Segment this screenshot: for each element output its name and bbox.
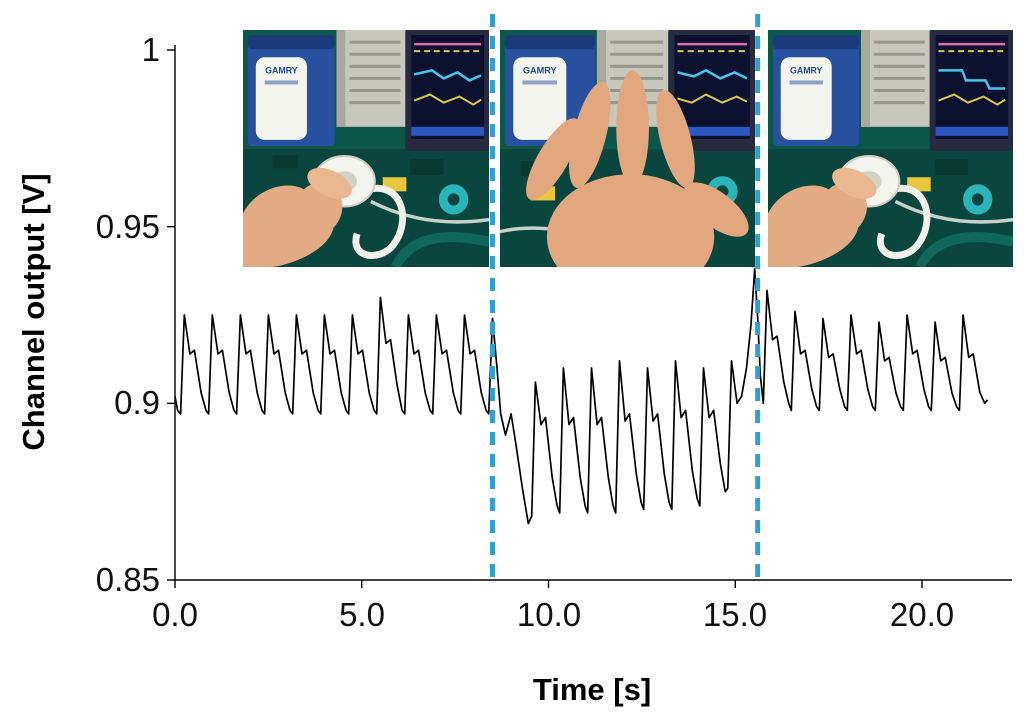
device-logo-text: GAMRY [790, 65, 822, 75]
x-tick-label: 5.0 [339, 596, 385, 633]
sensor-cable [876, 184, 931, 259]
x-tick-label: 20.0 [889, 596, 955, 633]
x-tick-label: 0.0 [152, 596, 198, 633]
inset-photo-hand-holding-sensor: GAMRY [243, 30, 489, 267]
oscilloscope-icon [929, 30, 1013, 152]
y-tick-label: 0.95 [95, 208, 160, 245]
potentiostat-icon: GAMRY [247, 35, 335, 146]
open-hand-icon [526, 70, 749, 267]
sensor-cable [352, 184, 407, 259]
potentiostat-icon: GAMRY [505, 35, 595, 146]
x-tick-label: 15.0 [702, 596, 768, 633]
instrument-tower-icon [861, 30, 930, 127]
y-tick-label: 0.9 [114, 384, 160, 421]
x-axis-label: Time [s] [532, 672, 652, 707]
oscilloscope-icon [668, 30, 755, 152]
potentiostat-icon: GAMRY [772, 35, 860, 146]
inset-photo-hand-waving: GAMRY [500, 30, 755, 267]
y-axis-label: Channel output [V] [16, 173, 51, 451]
oscilloscope-icon [405, 30, 489, 152]
hand-icon [243, 167, 352, 267]
x-tick-label: 10.0 [516, 596, 582, 633]
y-tick-label: 0.85 [95, 561, 160, 598]
instrument-tower-icon [336, 30, 406, 127]
device-logo-text: GAMRY [523, 65, 557, 75]
device-logo-text: GAMRY [265, 65, 298, 75]
circuit-components [272, 155, 489, 267]
hand-icon [768, 167, 877, 267]
y-tick-label: 1 [141, 31, 160, 68]
inset-photo-hand-holding-sensor-again: GAMRY [768, 30, 1013, 267]
signal-line [174, 268, 989, 525]
